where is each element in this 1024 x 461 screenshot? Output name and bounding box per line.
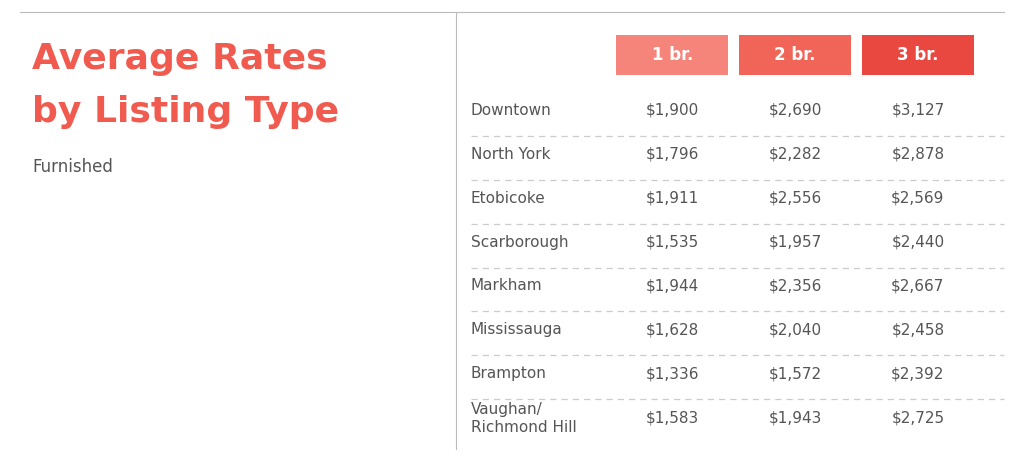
Text: $1,911: $1,911: [646, 191, 699, 206]
Text: $1,796: $1,796: [645, 147, 699, 162]
Text: $1,628: $1,628: [646, 322, 699, 337]
Text: $1,900: $1,900: [646, 103, 699, 118]
Text: Etobicoke: Etobicoke: [471, 191, 546, 206]
Text: Vaughan/: Vaughan/: [471, 402, 543, 417]
Text: 2 br.: 2 br.: [774, 46, 816, 64]
Text: Furnished: Furnished: [32, 158, 113, 176]
Text: Scarborough: Scarborough: [471, 235, 568, 249]
Text: $2,556: $2,556: [768, 191, 821, 206]
Text: $2,569: $2,569: [891, 191, 944, 206]
Text: Markham: Markham: [471, 278, 543, 294]
FancyBboxPatch shape: [862, 35, 974, 75]
Text: $2,725: $2,725: [891, 410, 944, 425]
Text: North York: North York: [471, 147, 550, 162]
Text: $1,943: $1,943: [768, 410, 822, 425]
FancyBboxPatch shape: [739, 35, 851, 75]
Text: Richmond Hill: Richmond Hill: [471, 420, 577, 435]
FancyBboxPatch shape: [616, 35, 728, 75]
Text: $1,957: $1,957: [768, 235, 821, 249]
Text: Mississauga: Mississauga: [471, 322, 562, 337]
Text: $2,690: $2,690: [768, 103, 822, 118]
Text: $3,127: $3,127: [891, 103, 944, 118]
Text: $1,572: $1,572: [769, 366, 821, 381]
Text: $1,336: $1,336: [645, 366, 699, 381]
Text: by Listing Type: by Listing Type: [32, 95, 339, 129]
Text: $2,392: $2,392: [891, 366, 944, 381]
Text: $2,458: $2,458: [891, 322, 944, 337]
Text: 1 br.: 1 br.: [651, 46, 693, 64]
Text: $2,356: $2,356: [768, 278, 822, 294]
Text: 3 br.: 3 br.: [897, 46, 939, 64]
Text: $2,440: $2,440: [891, 235, 944, 249]
Text: $1,944: $1,944: [646, 278, 699, 294]
Text: $2,282: $2,282: [769, 147, 821, 162]
Text: $2,040: $2,040: [769, 322, 821, 337]
Text: Brampton: Brampton: [471, 366, 547, 381]
Text: Downtown: Downtown: [471, 103, 552, 118]
Text: Average Rates: Average Rates: [32, 42, 328, 76]
Text: $1,583: $1,583: [646, 410, 699, 425]
Text: $1,535: $1,535: [646, 235, 699, 249]
Text: $2,667: $2,667: [891, 278, 944, 294]
Text: $2,878: $2,878: [891, 147, 944, 162]
